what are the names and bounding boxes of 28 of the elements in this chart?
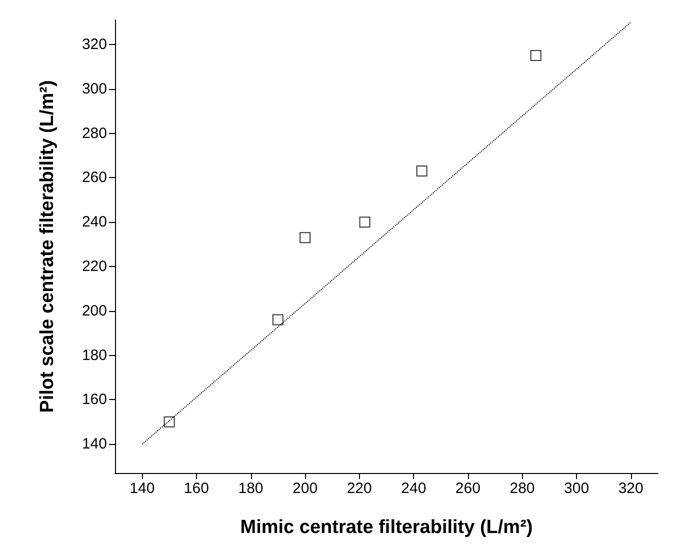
x-tick-label: 300 — [564, 480, 590, 497]
x-tick-label: 140 — [130, 480, 155, 497]
x-tick-label: 200 — [292, 480, 318, 497]
y-tick-label: 320 — [82, 36, 107, 53]
point — [164, 416, 175, 428]
point — [272, 314, 284, 326]
x-tick-label: 260 — [455, 480, 480, 497]
point — [359, 216, 370, 228]
y-tick-label: 280 — [82, 124, 107, 142]
y-tick-label: 240 — [82, 214, 107, 231]
x-tick-label: 180 — [238, 480, 264, 497]
x-tick-label: 160 — [184, 480, 209, 497]
y-tick-label: 180 — [82, 346, 107, 364]
y-axis-title: Pilot scale centrate filterability (L/m²) — [37, 80, 58, 413]
x-tick-label: 280 — [510, 480, 535, 497]
y-tick-label: 200 — [82, 302, 107, 320]
x-tick-label: 320 — [618, 480, 644, 497]
point — [416, 166, 428, 176]
x-tick-label: 240 — [401, 480, 426, 497]
y-tick-label: 140 — [82, 436, 107, 453]
x-axis-title: Mimic centrate filterability (L/m²) — [240, 517, 533, 538]
point — [300, 232, 311, 244]
y-tick-label: 260 — [82, 169, 107, 186]
y-tick-label: 300 — [82, 80, 107, 98]
y-tick-label: 220 — [82, 258, 107, 275]
point — [530, 50, 542, 62]
y-tick-label: 160 — [82, 391, 107, 408]
x-tick-label: 220 — [346, 480, 372, 497]
